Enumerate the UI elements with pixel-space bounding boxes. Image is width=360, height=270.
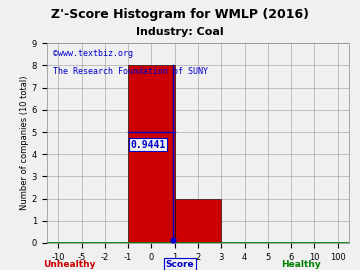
- Bar: [128, 65, 175, 243]
- Text: The Research Foundation of SUNY: The Research Foundation of SUNY: [53, 67, 208, 76]
- Bar: [175, 199, 221, 243]
- Text: 0.9441: 0.9441: [131, 140, 166, 150]
- Text: Unhealthy: Unhealthy: [43, 260, 96, 269]
- Text: ©www.textbiz.org: ©www.textbiz.org: [53, 49, 133, 58]
- Text: Z'-Score Histogram for WMLP (2016): Z'-Score Histogram for WMLP (2016): [51, 8, 309, 21]
- Y-axis label: Number of companies (10 total): Number of companies (10 total): [20, 76, 29, 210]
- Text: Healthy: Healthy: [281, 260, 320, 269]
- Text: Industry: Coal: Industry: Coal: [136, 27, 224, 37]
- Text: Score: Score: [166, 260, 194, 269]
